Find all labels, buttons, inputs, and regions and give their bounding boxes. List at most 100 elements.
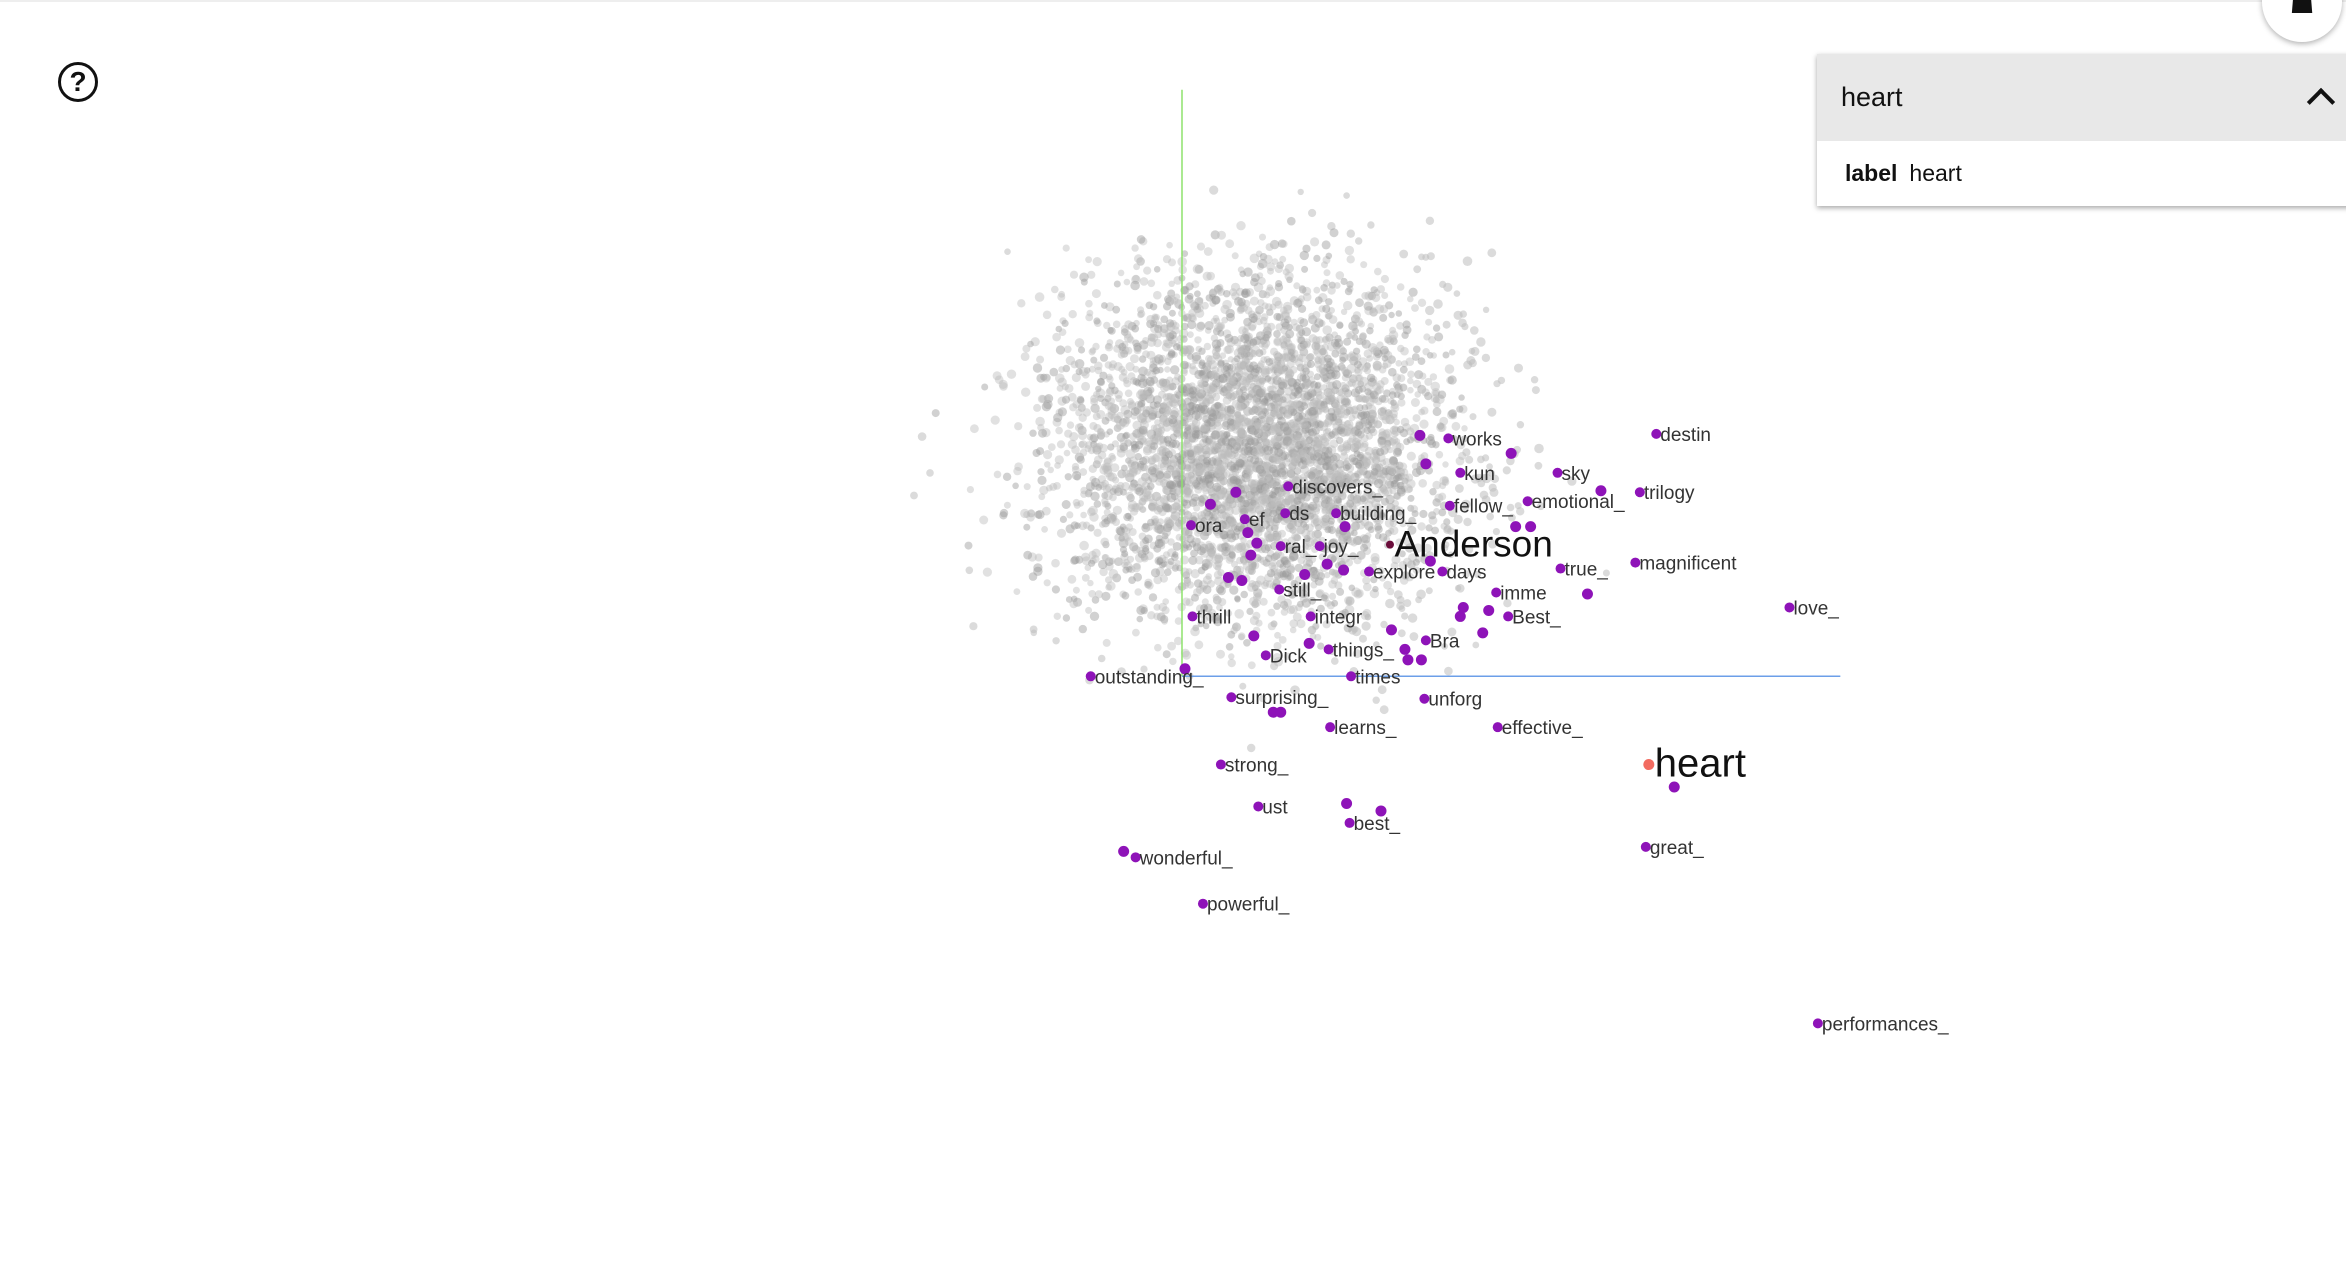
data-point[interactable] bbox=[1378, 431, 1388, 441]
data-point[interactable] bbox=[1127, 515, 1134, 522]
data-point[interactable] bbox=[1314, 356, 1323, 365]
neighbor-point[interactable] bbox=[1505, 447, 1517, 459]
data-point[interactable] bbox=[1314, 343, 1321, 350]
data-point[interactable] bbox=[1241, 473, 1251, 483]
data-point[interactable] bbox=[1281, 555, 1291, 566]
data-point[interactable] bbox=[1085, 606, 1093, 614]
data-point[interactable] bbox=[1293, 384, 1301, 392]
data-point[interactable] bbox=[1360, 416, 1370, 426]
data-point[interactable] bbox=[1322, 325, 1332, 336]
data-point[interactable] bbox=[1336, 321, 1344, 329]
data-point[interactable] bbox=[1204, 371, 1213, 379]
data-point[interactable] bbox=[1342, 502, 1353, 512]
data-point[interactable] bbox=[1020, 387, 1031, 397]
data-point[interactable] bbox=[1131, 275, 1141, 285]
data-point[interactable] bbox=[1253, 418, 1261, 426]
data-point[interactable] bbox=[1385, 472, 1393, 480]
data-point[interactable] bbox=[1399, 428, 1409, 438]
data-point[interactable] bbox=[1183, 427, 1192, 435]
data-point[interactable] bbox=[1348, 454, 1357, 462]
data-point[interactable] bbox=[1138, 497, 1147, 506]
data-point[interactable] bbox=[1355, 589, 1364, 598]
data-point[interactable] bbox=[1301, 425, 1310, 434]
data-point[interactable] bbox=[1138, 366, 1148, 377]
data-point[interactable] bbox=[1407, 613, 1418, 623]
data-point[interactable] bbox=[1123, 513, 1132, 522]
data-point[interactable] bbox=[1213, 617, 1223, 627]
data-point[interactable] bbox=[1249, 370, 1258, 379]
data-point[interactable] bbox=[1486, 463, 1493, 470]
data-point[interactable] bbox=[1201, 459, 1212, 469]
data-point[interactable] bbox=[1348, 584, 1356, 592]
data-point[interactable] bbox=[1407, 525, 1417, 535]
data-point[interactable] bbox=[1379, 705, 1389, 715]
data-point[interactable] bbox=[1244, 361, 1254, 370]
data-point[interactable] bbox=[1409, 632, 1419, 641]
data-point[interactable] bbox=[1173, 498, 1181, 506]
data-point[interactable] bbox=[1299, 491, 1307, 499]
data-point[interactable] bbox=[1123, 333, 1134, 343]
data-point[interactable] bbox=[1213, 402, 1221, 409]
data-point[interactable] bbox=[1417, 298, 1427, 307]
data-point[interactable] bbox=[1470, 326, 1479, 335]
data-point[interactable] bbox=[1300, 447, 1310, 457]
data-point[interactable] bbox=[1283, 304, 1293, 314]
data-point[interactable] bbox=[1237, 427, 1246, 436]
data-point[interactable] bbox=[1247, 743, 1256, 753]
data-point[interactable] bbox=[1305, 559, 1314, 567]
data-point[interactable] bbox=[1353, 447, 1361, 454]
data-point[interactable] bbox=[1330, 555, 1338, 563]
data-point[interactable] bbox=[1359, 534, 1369, 543]
data-point[interactable] bbox=[1301, 364, 1310, 373]
data-point[interactable] bbox=[1146, 440, 1153, 447]
data-point[interactable] bbox=[1182, 540, 1191, 549]
data-point[interactable] bbox=[1221, 501, 1231, 511]
data-point[interactable] bbox=[1295, 511, 1303, 520]
data-point[interactable] bbox=[1182, 388, 1189, 396]
data-point[interactable] bbox=[1465, 455, 1474, 464]
data-point[interactable] bbox=[1238, 479, 1247, 488]
data-point[interactable] bbox=[1352, 494, 1362, 504]
data-point[interactable] bbox=[1320, 437, 1330, 447]
data-point[interactable] bbox=[1298, 492, 1306, 501]
data-point[interactable] bbox=[1170, 507, 1177, 515]
data-point[interactable] bbox=[1380, 406, 1388, 414]
data-point[interactable] bbox=[1165, 450, 1173, 457]
data-point[interactable] bbox=[1137, 428, 1145, 436]
data-point[interactable] bbox=[1371, 446, 1381, 456]
data-point[interactable] bbox=[1372, 585, 1379, 593]
data-point[interactable] bbox=[1453, 514, 1463, 525]
data-point[interactable] bbox=[1194, 303, 1202, 311]
data-point[interactable] bbox=[1359, 442, 1369, 452]
data-point[interactable] bbox=[1327, 222, 1336, 231]
data-point[interactable] bbox=[1363, 452, 1372, 461]
data-point[interactable] bbox=[1279, 462, 1287, 470]
data-point[interactable] bbox=[1351, 443, 1360, 451]
data-point[interactable] bbox=[1158, 354, 1167, 363]
data-point[interactable] bbox=[1305, 411, 1313, 420]
data-point[interactable] bbox=[1312, 336, 1321, 345]
data-point[interactable] bbox=[1442, 320, 1451, 329]
data-point[interactable] bbox=[1382, 433, 1392, 443]
data-point[interactable] bbox=[1159, 461, 1169, 471]
data-point[interactable] bbox=[1249, 253, 1260, 264]
data-point[interactable] bbox=[1139, 389, 1147, 397]
data-point[interactable] bbox=[1139, 457, 1148, 466]
data-point[interactable] bbox=[1254, 523, 1264, 533]
data-point[interactable] bbox=[1430, 352, 1438, 359]
data-point[interactable] bbox=[1242, 299, 1251, 308]
data-point[interactable] bbox=[1274, 504, 1282, 512]
data-point[interactable] bbox=[1140, 665, 1148, 673]
data-point[interactable] bbox=[1344, 596, 1353, 605]
selected-point[interactable] bbox=[1643, 759, 1655, 771]
data-point[interactable] bbox=[1181, 597, 1191, 606]
data-point[interactable] bbox=[1396, 425, 1405, 434]
data-point[interactable] bbox=[1186, 581, 1195, 589]
data-point[interactable] bbox=[1468, 347, 1476, 355]
data-point[interactable] bbox=[1146, 319, 1155, 329]
data-point[interactable] bbox=[1137, 435, 1147, 445]
data-point[interactable] bbox=[1361, 404, 1369, 411]
data-point[interactable] bbox=[1385, 598, 1395, 609]
data-point[interactable] bbox=[1142, 350, 1150, 359]
data-point[interactable] bbox=[1225, 377, 1233, 385]
